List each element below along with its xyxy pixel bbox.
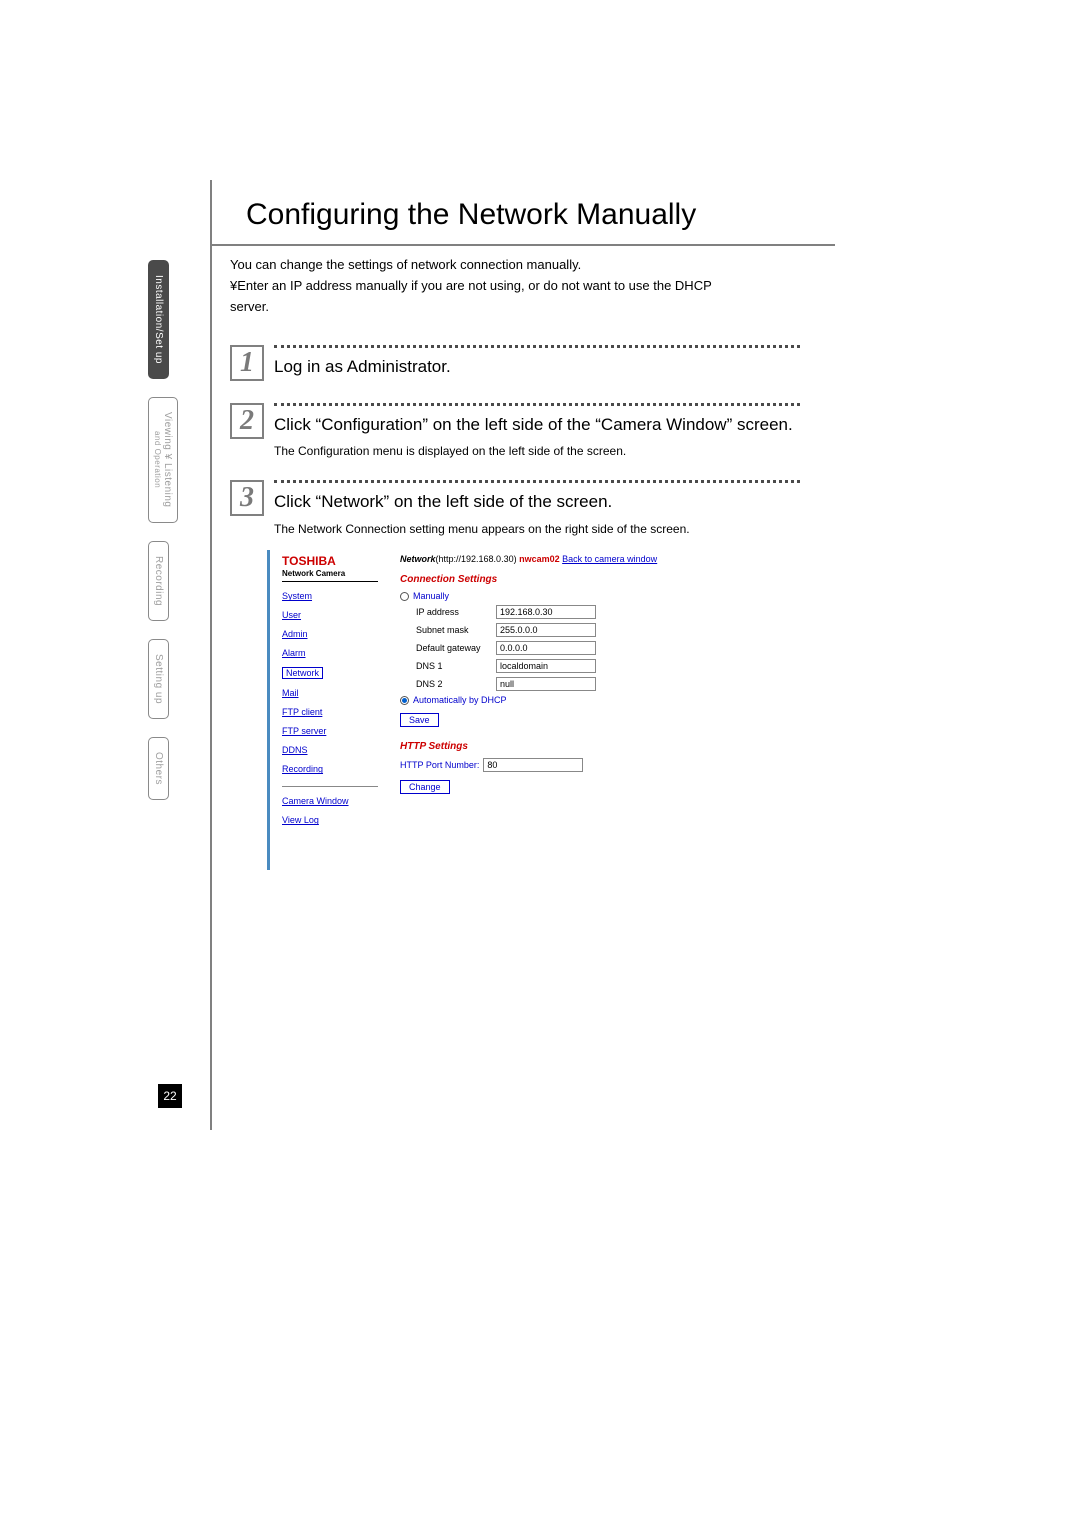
link-alarm[interactable]: Alarm (282, 648, 378, 658)
bc-label: Network (400, 554, 436, 564)
intro-line-2: ¥Enter an IP address manually if you are… (230, 277, 800, 296)
tab-others[interactable]: Others (148, 737, 169, 800)
link-user[interactable]: User (282, 610, 378, 620)
row-subnet: Subnet mask (416, 623, 804, 637)
bc-url: (http://192.168.0.30) (436, 554, 517, 564)
lbl-ip: IP address (416, 607, 496, 617)
step-title-3: Click “Network” on the left side of the … (274, 487, 800, 514)
tab-viewing-sub: and Operation (153, 412, 162, 508)
bc-host: nwcam02 (519, 554, 560, 564)
page-title: Configuring the Network Manually (212, 180, 835, 246)
step-3: 3 Click “Network” on the left side of th… (212, 480, 830, 536)
link-ddns[interactable]: DDNS (282, 745, 378, 755)
shot-sidebar: TOSHIBA Network Camera System User Admin… (270, 550, 392, 870)
link-ftpserver[interactable]: FTP server (282, 726, 378, 736)
step-number-3: 3 (230, 480, 264, 516)
inp-http[interactable] (483, 758, 583, 772)
inp-dns2[interactable] (496, 677, 596, 691)
page-number: 22 (158, 1084, 182, 1108)
step-number-1: 1 (230, 345, 264, 381)
page-frame: Configuring the Network Manually You can… (210, 180, 830, 1130)
brand: TOSHIBA (282, 554, 378, 568)
tab-recording[interactable]: Recording (148, 541, 169, 621)
step-2: 2 Click “Configuration” on the left side… (212, 403, 830, 459)
link-ftpclient[interactable]: FTP client (282, 707, 378, 717)
tab-viewing-label: Viewing ¥ Listening (162, 412, 173, 508)
radio-manual[interactable]: Manually (400, 591, 804, 601)
step-body-3: Click “Network” on the left side of the … (274, 480, 800, 536)
radio-dhcp-label: Automatically by DHCP (413, 695, 507, 705)
row-dns1: DNS 1 (416, 659, 804, 673)
link-camerawindow[interactable]: Camera Window (282, 796, 378, 806)
step-sub-3: The Network Connection setting menu appe… (274, 522, 800, 536)
step-sub-2: The Configuration menu is displayed on t… (274, 444, 800, 458)
tab-installation[interactable]: Installation/Set up (148, 260, 169, 379)
link-admin[interactable]: Admin (282, 629, 378, 639)
sidebar-links: System User Admin Alarm Network Mail FTP… (282, 591, 378, 825)
inp-gw[interactable] (496, 641, 596, 655)
lbl-dns2: DNS 2 (416, 679, 496, 689)
connection-settings-header: Connection Settings (400, 574, 804, 585)
intro-line-1: You can change the settings of network c… (230, 256, 800, 275)
brand-sub: Network Camera (282, 569, 378, 582)
link-network[interactable]: Network (282, 667, 323, 679)
step-body-2: Click “Configuration” on the left side o… (274, 403, 800, 459)
tab-viewing[interactable]: Viewing ¥ Listening and Operation (148, 397, 178, 523)
lbl-gw: Default gateway (416, 643, 496, 653)
side-tabs: Installation/Set up Viewing ¥ Listening … (148, 260, 178, 818)
lbl-dns1: DNS 1 (416, 661, 496, 671)
change-button[interactable]: Change (400, 780, 450, 794)
bc-back-link[interactable]: Back to camera window (562, 554, 657, 564)
lbl-subnet: Subnet mask (416, 625, 496, 635)
inp-ip[interactable] (496, 605, 596, 619)
radio-dhcp[interactable]: Automatically by DHCP (400, 695, 804, 705)
link-recording[interactable]: Recording (282, 764, 378, 774)
radio-manual-icon (400, 592, 409, 601)
step-body-1: Log in as Administrator. (274, 345, 800, 379)
network-screenshot: TOSHIBA Network Camera System User Admin… (267, 550, 812, 870)
shot-main: Network(http://192.168.0.30) nwcam02 Bac… (392, 550, 812, 870)
http-settings-header: HTTP Settings (400, 741, 804, 752)
lbl-http: HTTP Port Number: (400, 760, 479, 770)
inp-dns1[interactable] (496, 659, 596, 673)
radio-dhcp-icon (400, 696, 409, 705)
radio-manual-label: Manually (413, 591, 449, 601)
row-http: HTTP Port Number: (400, 758, 804, 772)
link-viewlog[interactable]: View Log (282, 815, 378, 825)
breadcrumb: Network(http://192.168.0.30) nwcam02 Bac… (400, 554, 804, 564)
row-gw: Default gateway (416, 641, 804, 655)
row-dns2: DNS 2 (416, 677, 804, 691)
sidebar-divider (282, 786, 378, 787)
intro-line-3: server. (230, 298, 800, 317)
tab-settingup[interactable]: Setting up (148, 639, 169, 719)
save-button[interactable]: Save (400, 713, 439, 727)
intro-text: You can change the settings of network c… (212, 246, 830, 317)
link-system[interactable]: System (282, 591, 378, 601)
inp-subnet[interactable] (496, 623, 596, 637)
step-title-2: Click “Configuration” on the left side o… (274, 410, 800, 437)
row-ip: IP address (416, 605, 804, 619)
link-mail[interactable]: Mail (282, 688, 378, 698)
step-title-1: Log in as Administrator. (274, 352, 800, 379)
step-number-2: 2 (230, 403, 264, 439)
step-1: 1 Log in as Administrator. (212, 345, 830, 381)
